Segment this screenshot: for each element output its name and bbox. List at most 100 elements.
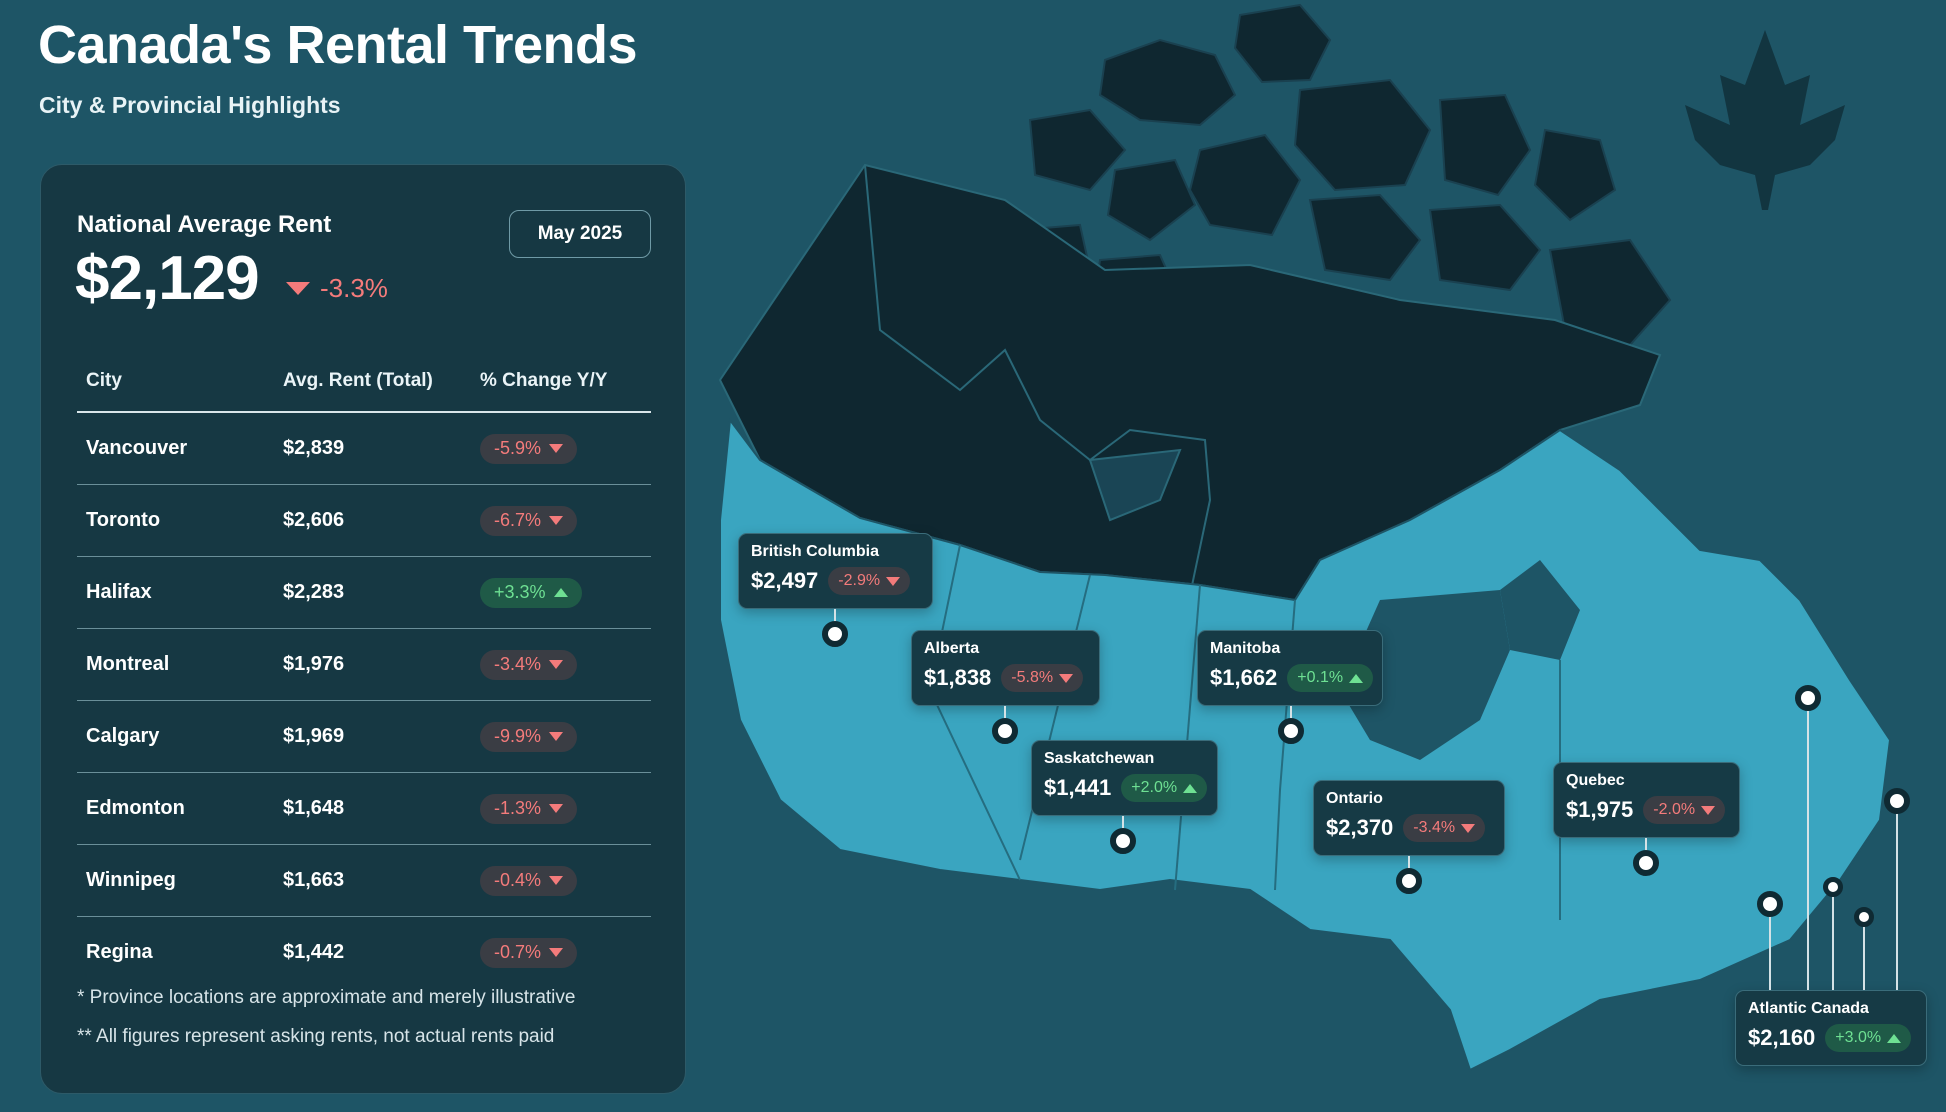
change-value: -3.4%: [1413, 819, 1456, 836]
triangle-up-icon: [1887, 1033, 1902, 1043]
callout-manitoba[interactable]: Manitoba $1,662 +0.1%: [1197, 630, 1383, 706]
table-row: Montreal $1,976 -3.4%: [77, 628, 651, 701]
change-pill: -5.8%: [1001, 664, 1084, 692]
pin-icon[interactable]: [1884, 788, 1910, 814]
cell-change: -6.7%: [471, 484, 651, 557]
rent-table: City Avg. Rent (Total) % Change Y/Y Vanc…: [77, 351, 651, 988]
cell-rent: $1,969: [274, 700, 471, 773]
callout-row: $1,975 -2.0%: [1566, 796, 1727, 824]
change-pill: -0.7%: [480, 937, 578, 968]
footnote-1: * Province locations are approximate and…: [77, 987, 576, 1008]
callout-quebec[interactable]: Quebec $1,975 -2.0%: [1553, 762, 1740, 838]
pin-icon[interactable]: [1396, 868, 1422, 894]
footnote-2: ** All figures represent asking rents, n…: [77, 1026, 555, 1047]
triangle-down-icon: [886, 576, 901, 586]
change-pill: -2.0%: [1643, 796, 1726, 824]
table-row: Regina $1,442 -0.7%: [77, 917, 651, 989]
callout-value: $2,497: [751, 568, 819, 593]
pin-icon[interactable]: [1278, 718, 1304, 744]
change-value: +3.0%: [1835, 1029, 1882, 1046]
cell-rent: $1,648: [274, 772, 471, 845]
table-row: Winnipeg $1,663 -0.4%: [77, 844, 651, 917]
pin-icon[interactable]: [1110, 828, 1136, 854]
pin-icon[interactable]: [1757, 891, 1783, 917]
pin-stem: [1863, 917, 1865, 990]
hudson-bay: [1500, 560, 1580, 660]
callout-british-columbia[interactable]: British Columbia $2,497 -2.9%: [738, 533, 933, 609]
change-value: +0.1%: [1297, 669, 1344, 686]
change-value: -5.9%: [494, 438, 542, 458]
triangle-down-icon: [549, 948, 564, 957]
pin-icon[interactable]: [1633, 850, 1659, 876]
table-header: City Avg. Rent (Total) % Change Y/Y: [77, 351, 651, 413]
cell-rent: $2,606: [274, 484, 471, 557]
national-value: $2,129: [75, 244, 260, 313]
callout-row: $2,497 -2.9%: [751, 567, 920, 595]
cell-rent: $2,283: [274, 556, 471, 629]
table-row: Vancouver $2,839 -5.9%: [77, 412, 651, 485]
callout-value: $1,838: [924, 665, 992, 690]
arctic-island: [1428, 203, 1542, 292]
cell-change: +3.3%: [471, 556, 651, 629]
callout-saskatchewan[interactable]: Saskatchewan $1,441 +2.0%: [1031, 740, 1218, 816]
table-row: Halifax $2,283 +3.3%: [77, 556, 651, 629]
triangle-up-icon: [553, 588, 568, 597]
cell-city: Toronto: [77, 484, 274, 557]
callout-alberta[interactable]: Alberta $1,838 -5.8%: [911, 630, 1100, 706]
change-value: -1.3%: [494, 798, 542, 818]
cell-city: Edmonton: [77, 772, 274, 845]
callout-ontario[interactable]: Ontario $2,370 -3.4%: [1313, 780, 1505, 856]
callout-value: $1,662: [1210, 665, 1278, 690]
callout-row: $1,838 -5.8%: [924, 664, 1087, 692]
col-header-city: City: [77, 351, 274, 413]
maple-leaf-icon: [1685, 30, 1845, 210]
great-bear-lake: [1088, 448, 1182, 522]
hudson-bay-south: [1340, 590, 1510, 760]
cell-city: Winnipeg: [77, 844, 274, 917]
triangle-down-icon: [549, 660, 564, 669]
cell-city: Calgary: [77, 700, 274, 773]
callout-name: Saskatchewan: [1044, 750, 1155, 767]
triangle-down-icon: [1701, 805, 1716, 815]
callout-row: $1,662 +0.1%: [1210, 664, 1374, 692]
pin-icon[interactable]: [1823, 877, 1843, 897]
date-badge[interactable]: May 2025: [509, 210, 651, 258]
cell-change: -0.7%: [471, 917, 651, 989]
pin-stem: [1807, 698, 1809, 990]
callout-atlantic-canada[interactable]: Atlantic Canada $2,160 +3.0%: [1735, 990, 1927, 1066]
callout-name: Atlantic Canada: [1748, 1000, 1869, 1017]
rent-panel: National Average Rent $2,129 -3.3% May 2…: [40, 164, 686, 1094]
callout-name: British Columbia: [751, 543, 880, 560]
callout-value: $2,160: [1748, 1025, 1816, 1050]
cell-city: Montreal: [77, 628, 274, 701]
page-subtitle: City & Provincial Highlights: [39, 92, 341, 118]
page-title: Canada's Rental Trends: [38, 15, 638, 75]
change-value: -5.8%: [1011, 669, 1054, 686]
arctic-island: [1028, 108, 1127, 192]
triangle-down-icon: [1461, 823, 1476, 833]
cell-change: -0.4%: [471, 844, 651, 917]
change-pill: -3.4%: [1403, 814, 1486, 842]
change-pill: -5.9%: [480, 433, 578, 464]
change-value: +3.3%: [494, 582, 546, 602]
pin-icon[interactable]: [992, 718, 1018, 744]
change-pill: +2.0%: [1121, 774, 1208, 802]
pin-icon[interactable]: [822, 621, 848, 647]
territory-borders: [864, 164, 1212, 596]
arctic-island: [1106, 158, 1197, 242]
arctic-island: [1098, 38, 1237, 127]
pin-icon[interactable]: [1795, 685, 1821, 711]
change-value: +2.0%: [1131, 779, 1178, 796]
arctic-island: [1293, 78, 1432, 192]
border-ab-sk: [1019, 574, 1091, 861]
cell-change: -3.4%: [471, 628, 651, 701]
change-value: -9.9%: [494, 726, 542, 746]
pin-stem: [1832, 887, 1834, 990]
callout-name: Quebec: [1566, 772, 1625, 789]
pin-icon[interactable]: [1854, 907, 1874, 927]
cell-rent: $1,442: [283, 941, 345, 963]
arctic-island: [1188, 133, 1302, 237]
callout-row: $2,160 +3.0%: [1748, 1024, 1914, 1052]
arctic-island: [1308, 193, 1422, 282]
callout-value: $2,370: [1326, 815, 1394, 840]
